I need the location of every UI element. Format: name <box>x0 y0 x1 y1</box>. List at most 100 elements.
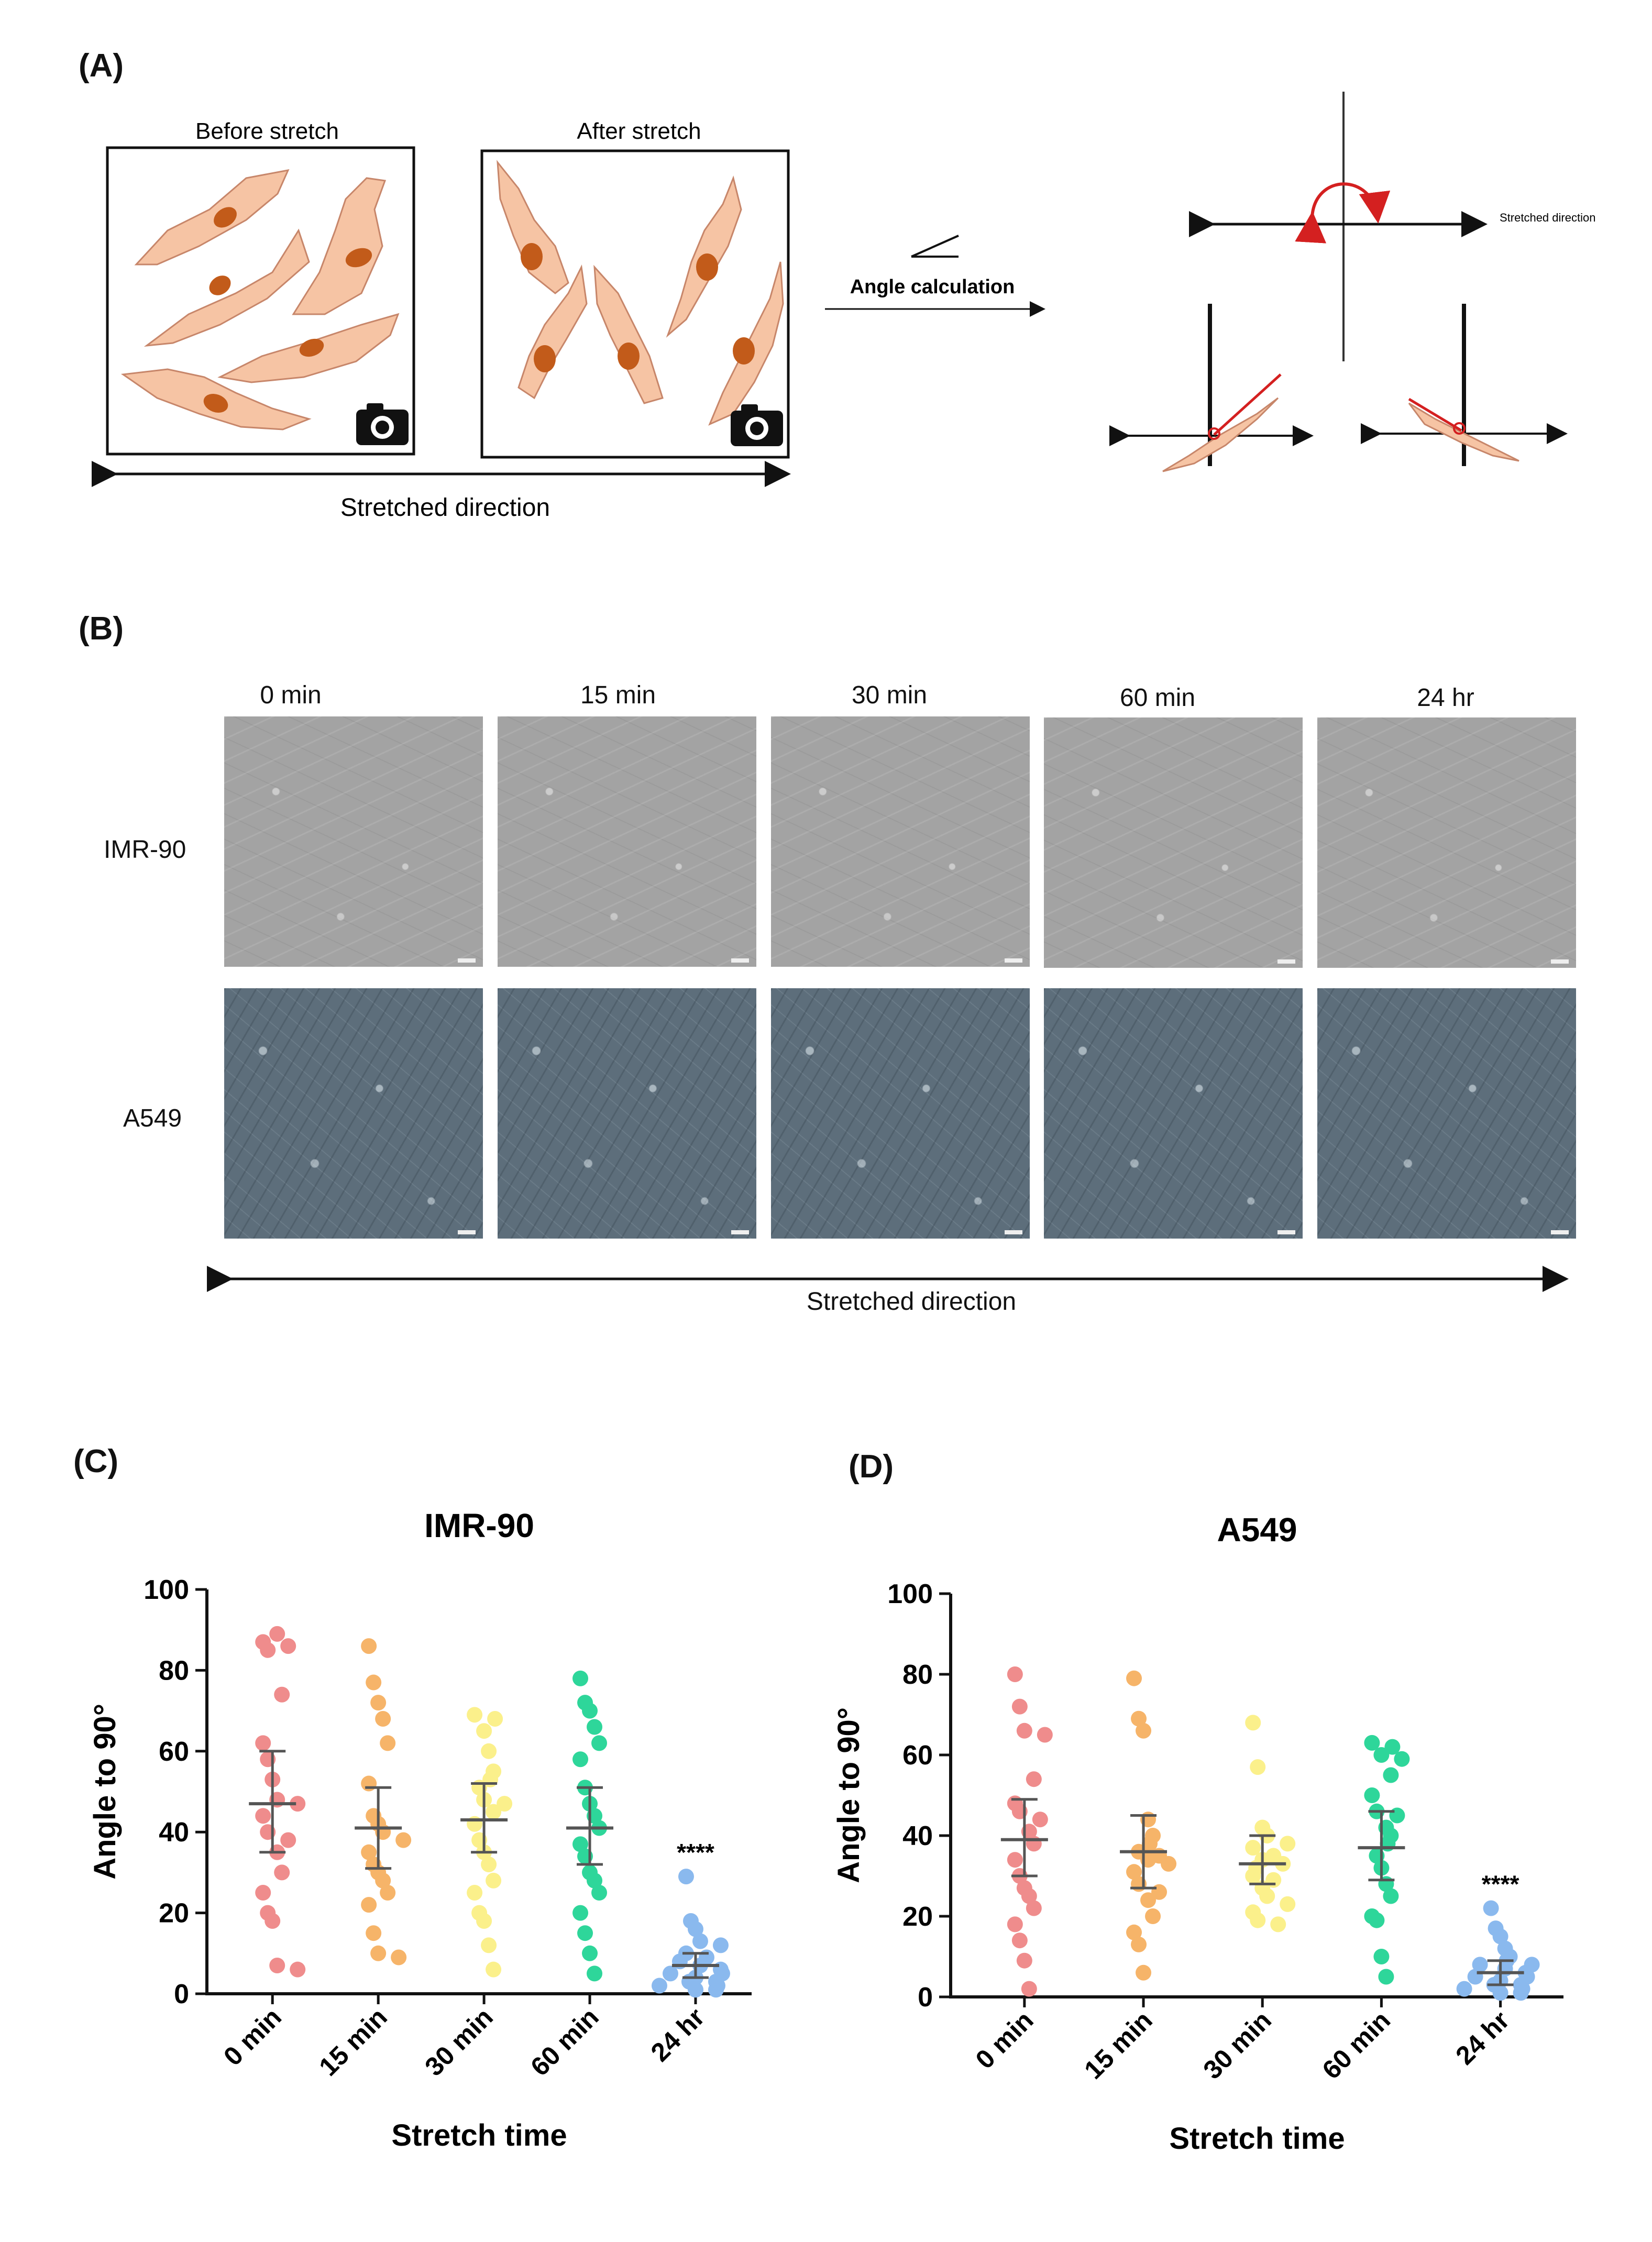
data-point <box>572 1751 589 1768</box>
data-point <box>255 1885 271 1901</box>
data-point <box>1364 1735 1380 1751</box>
data-point <box>487 1711 503 1727</box>
y-tick-label: 100 <box>887 1579 933 1609</box>
data-point <box>1126 1670 1142 1686</box>
significance-annotation: **** <box>677 1839 714 1866</box>
panel-b-label: (B) <box>79 611 124 647</box>
x-tick-label: 0 min <box>970 2005 1039 2074</box>
y-tick-label: 0 <box>918 1982 933 2013</box>
data-point <box>1145 1908 1161 1924</box>
row-label-imr-90: IMR-90 <box>104 836 186 864</box>
data-point <box>572 1905 589 1921</box>
chart-imr90: IMR-90 0 20 40 60 80 100 Angle to 90° 0 min 15 mi… <box>88 1507 752 2152</box>
data-point <box>361 1638 377 1654</box>
camera-icon <box>356 403 409 445</box>
data-point <box>1016 1952 1032 1969</box>
data-point <box>370 1945 387 1961</box>
data-point <box>1492 1985 1508 2001</box>
data-point <box>1161 1856 1177 1872</box>
y-tick-label: 80 <box>902 1660 933 1690</box>
panel-b-stretched-direction-label: Stretched direction <box>806 1288 1017 1316</box>
y-tick-label: 60 <box>159 1737 189 1767</box>
data-point <box>486 1804 502 1820</box>
data-point <box>375 1872 391 1888</box>
data-point <box>1492 1928 1508 1945</box>
data-point <box>1140 1892 1157 1908</box>
data-point <box>269 1957 285 1973</box>
data-point <box>380 1885 396 1901</box>
data-point <box>269 1626 285 1642</box>
y-tick-label: 60 <box>902 1740 933 1771</box>
data-point <box>591 1885 608 1901</box>
data-point <box>497 1796 513 1812</box>
y-tick-label: 80 <box>159 1655 189 1686</box>
data-point <box>1383 1888 1399 1904</box>
data-point <box>1016 1722 1032 1739</box>
micrograph-imr90-24hr <box>1317 717 1576 968</box>
x-tick-label: 60 min <box>525 2002 604 2082</box>
data-point <box>375 1711 391 1727</box>
data-point <box>1136 1964 1152 1981</box>
data-point <box>1384 1739 1401 1755</box>
panel-d-label: (D) <box>849 1449 894 1485</box>
data-point <box>687 1921 703 1937</box>
data-point <box>481 1937 497 1953</box>
data-point <box>651 1978 667 1994</box>
x-tick-label: 0 min <box>218 2002 287 2071</box>
example-cell-right <box>1361 304 1568 466</box>
example-cell-left <box>1109 304 1314 472</box>
significance-annotation: **** <box>1482 1871 1519 1898</box>
data-point <box>265 1913 281 1929</box>
data-point <box>1250 1759 1266 1775</box>
data-point <box>1373 1747 1390 1763</box>
data-point <box>476 1913 492 1929</box>
after-stretch-title: After stretch <box>577 118 701 144</box>
y-tick-label: 40 <box>159 1817 189 1848</box>
data-point <box>1021 1981 1037 1997</box>
panel-a-label: (A) <box>79 48 124 84</box>
before-stretch-nuclei <box>203 207 372 413</box>
x-tick-label: 24 hr <box>1450 2005 1515 2070</box>
x-axis-label: Stretch time <box>391 2118 567 2152</box>
data-point <box>582 1703 598 1719</box>
data-point <box>370 1695 387 1711</box>
data-point <box>255 1735 271 1751</box>
data-point <box>1389 1807 1405 1824</box>
angle-icon <box>911 235 959 258</box>
data-point <box>280 1638 296 1654</box>
data-point <box>1513 1985 1529 2001</box>
column-header-0-min: 0 min <box>260 681 322 709</box>
column-header-60-min: 60 min <box>1119 684 1196 712</box>
angle-calculation-label: Angle calculation <box>850 276 1015 298</box>
data-point <box>1026 1771 1042 1787</box>
data-point <box>361 1844 377 1860</box>
after-stretch-nuclei <box>521 243 755 372</box>
data-point <box>1011 1698 1028 1715</box>
data-point <box>1011 1932 1028 1949</box>
column-header-15-min: 15 min <box>580 681 656 709</box>
data-point <box>1007 1666 1023 1682</box>
data-point <box>1394 1751 1410 1767</box>
data-point <box>1280 1836 1296 1852</box>
y-tick-label: 0 <box>174 1979 189 2009</box>
data-point <box>1037 1727 1053 1743</box>
data-point <box>1483 1900 1499 1916</box>
data-point <box>1007 1852 1023 1868</box>
data-point <box>1007 1916 1023 1932</box>
data-point <box>692 1933 708 1949</box>
data-point <box>486 1872 502 1888</box>
micrograph-imr90-0min <box>224 716 483 967</box>
data-point <box>1245 1840 1261 1856</box>
data-point <box>395 1832 412 1848</box>
micrograph-a549-30min <box>771 988 1030 1239</box>
data-point <box>587 1872 603 1888</box>
x-tick-label: 60 min <box>1317 2005 1396 2085</box>
data-point <box>1364 1787 1380 1803</box>
micrograph-a549-0min <box>224 988 483 1239</box>
stretched-direction-label: Stretched direction <box>340 494 550 522</box>
data-point <box>366 1674 382 1691</box>
y-tick-label: 40 <box>902 1821 933 1851</box>
column-header-30-min: 30 min <box>851 681 928 709</box>
data-point <box>1136 1722 1152 1739</box>
data-point <box>1280 1896 1296 1912</box>
